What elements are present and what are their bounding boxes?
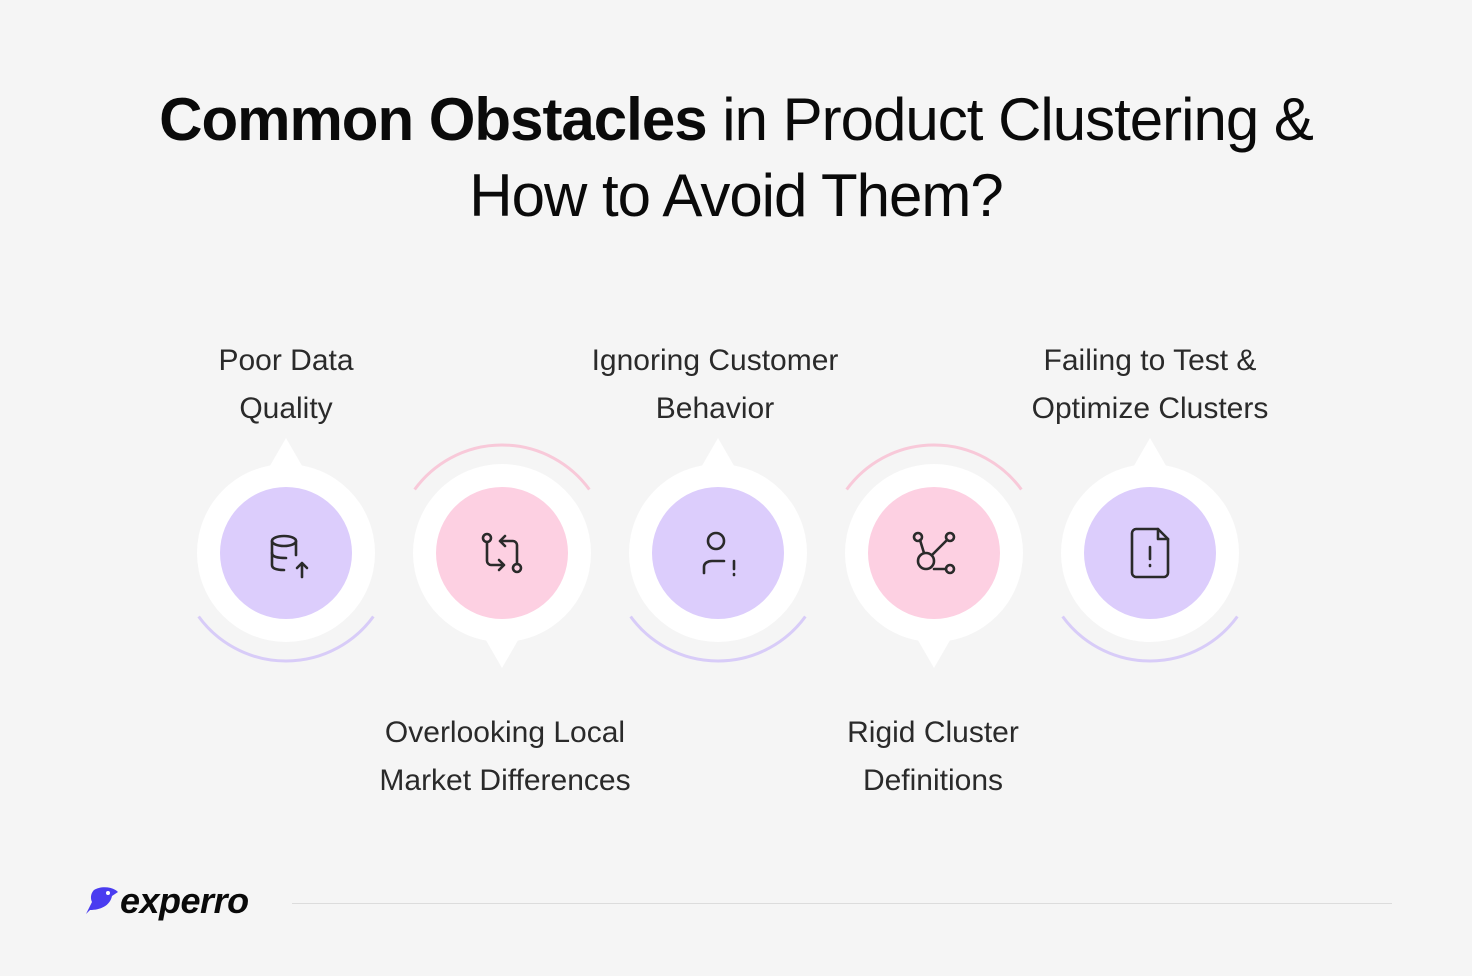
title-rest: in Product Clustering & xyxy=(706,86,1314,153)
step-label-2: Overlooking Local Market Differences xyxy=(379,716,631,797)
footer-divider xyxy=(292,903,1392,904)
experro-logo: experro xyxy=(86,880,249,922)
database-upload-icon xyxy=(270,534,309,579)
network-nodes-icon xyxy=(912,531,956,575)
decorative-arc-3 xyxy=(629,615,807,663)
decorative-arc-4 xyxy=(845,443,1023,491)
title-bold: Common Obstacles xyxy=(159,86,707,153)
user-alert-icon xyxy=(702,531,736,577)
file-alert-icon xyxy=(1130,527,1170,579)
step-label-3: Ignoring Customer Behavior xyxy=(591,344,839,425)
decorative-arc-5 xyxy=(1061,615,1239,663)
decorative-arc-1 xyxy=(197,615,375,663)
icon-circle-2 xyxy=(436,487,568,619)
git-compare-icon xyxy=(481,532,523,574)
title-line2: How to Avoid Them? xyxy=(469,162,1003,229)
page-title: Common Obstacles in Product Clustering &… xyxy=(0,82,1472,234)
icon-circle-1 xyxy=(220,487,352,619)
icon-circle-3 xyxy=(652,487,784,619)
logo-text: experro xyxy=(120,880,249,921)
step-label-4: Rigid Cluster Definitions xyxy=(847,716,1019,797)
bird-logo-icon xyxy=(86,887,118,914)
step-label-5: Failing to Test & Optimize Clusters xyxy=(1031,344,1269,425)
step-label-1: Poor Data Quality xyxy=(218,344,354,425)
decorative-arc-2 xyxy=(413,443,591,491)
